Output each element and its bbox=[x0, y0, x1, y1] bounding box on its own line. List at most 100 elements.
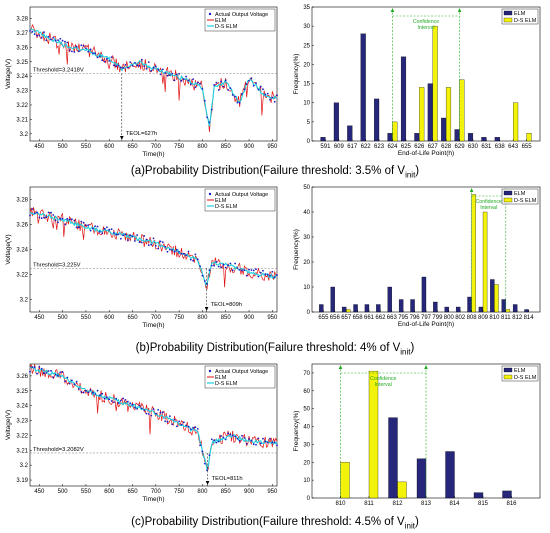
actual-voltage-point bbox=[273, 100, 276, 103]
actual-voltage-point bbox=[229, 433, 232, 436]
actual-voltage-point bbox=[120, 237, 122, 240]
y-axis-label: Frequency(%) bbox=[293, 54, 300, 95]
y-tick-label: 3.22 bbox=[16, 103, 28, 109]
x-tick-label: 700 bbox=[151, 315, 162, 321]
x-axis-label: Time(h) bbox=[142, 151, 164, 158]
x-tick-label: 800 bbox=[197, 315, 208, 321]
actual-voltage-point bbox=[33, 366, 36, 369]
actual-voltage-point bbox=[215, 441, 218, 444]
ci-label-line1: Confidence bbox=[370, 376, 396, 382]
actual-voltage-point bbox=[52, 36, 55, 39]
legend-actual-marker bbox=[208, 369, 212, 373]
x-tick-label: 656 bbox=[330, 315, 341, 321]
ci-label-line1: Confidence bbox=[413, 19, 439, 25]
bar-elm bbox=[455, 306, 461, 313]
legend-elm-label: ELM bbox=[514, 191, 526, 197]
actual-voltage-point bbox=[276, 274, 278, 276]
actual-voltage-point bbox=[75, 380, 78, 383]
bar-ds-elm bbox=[459, 79, 465, 142]
actual-voltage-point bbox=[136, 234, 139, 236]
caption-a-prefix: (a)Probability Distribution(Failure thre… bbox=[130, 165, 406, 177]
actual-voltage-point bbox=[115, 397, 118, 400]
actual-voltage-point bbox=[45, 372, 48, 374]
actual-voltage-point bbox=[150, 69, 153, 72]
actual-voltage-point bbox=[78, 50, 80, 53]
actual-voltage-point bbox=[182, 78, 185, 80]
x-tick-label: 450 bbox=[34, 489, 45, 495]
actual-voltage-point bbox=[127, 239, 129, 242]
y-tick-label: 3.26 bbox=[16, 374, 28, 380]
actual-voltage-point bbox=[147, 61, 150, 63]
x-tick-label: 663 bbox=[387, 315, 398, 321]
x-tick-label: 900 bbox=[244, 144, 255, 150]
actual-voltage-point bbox=[262, 437, 264, 440]
actual-voltage-point bbox=[168, 74, 171, 76]
actual-voltage-point bbox=[80, 391, 83, 393]
legend-ds-label: D-S ELM bbox=[514, 198, 537, 204]
actual-voltage-point bbox=[101, 392, 104, 395]
bar-ds-elm bbox=[419, 87, 425, 142]
ci-arrow-right bbox=[424, 365, 428, 369]
x-tick-label: 609 bbox=[334, 144, 345, 150]
legend-ds-swatch bbox=[503, 197, 513, 203]
y-tick-label: 3.2 bbox=[20, 463, 29, 469]
actual-voltage-point bbox=[31, 30, 34, 33]
x-tick-label: 626 bbox=[414, 144, 425, 150]
x-tick-label: 811 bbox=[364, 501, 374, 507]
actual-voltage-point bbox=[66, 217, 69, 220]
actual-voltage-point bbox=[134, 406, 136, 409]
y-tick-label: 3.26 bbox=[16, 223, 28, 229]
bar-elm bbox=[494, 137, 500, 142]
actual-voltage-point bbox=[173, 250, 176, 253]
legend-elm-label: ELM bbox=[215, 198, 227, 204]
x-axis-label: End-of-Life Point(h) bbox=[398, 321, 454, 328]
actual-voltage-point bbox=[187, 425, 190, 428]
actual-voltage-point bbox=[217, 265, 220, 268]
y-tick-label: 3.23 bbox=[16, 89, 28, 95]
actual-voltage-point bbox=[113, 401, 115, 404]
x-tick-label: 796 bbox=[410, 315, 421, 321]
actual-voltage-point bbox=[255, 443, 257, 446]
actual-voltage-point bbox=[194, 426, 197, 429]
actual-voltage-point bbox=[127, 66, 129, 69]
actual-voltage-point bbox=[259, 271, 262, 274]
actual-voltage-point bbox=[147, 413, 150, 415]
actual-voltage-point bbox=[264, 273, 267, 275]
actual-voltage-point bbox=[131, 235, 134, 238]
bar-elm bbox=[445, 451, 455, 499]
actual-voltage-point bbox=[140, 58, 143, 61]
actual-voltage-point bbox=[40, 367, 43, 370]
actual-voltage-point bbox=[47, 35, 50, 38]
actual-voltage-point bbox=[241, 434, 243, 437]
actual-voltage-point bbox=[108, 228, 111, 231]
actual-voltage-point bbox=[217, 440, 220, 443]
bar-ds-elm bbox=[526, 133, 532, 142]
x-tick-label: 600 bbox=[104, 315, 115, 321]
actual-voltage-point bbox=[64, 380, 66, 383]
y-tick-label: 3.24 bbox=[16, 74, 28, 80]
bar-elm bbox=[414, 133, 420, 142]
actual-voltage-point bbox=[231, 94, 234, 96]
x-tick-label: 500 bbox=[58, 315, 69, 321]
caption-c: (c)Probability Distribution(Failure thre… bbox=[0, 515, 550, 533]
x-tick-label: 600 bbox=[104, 489, 115, 495]
actual-voltage-point bbox=[199, 83, 202, 85]
actual-voltage-point bbox=[201, 450, 204, 453]
actual-voltage-point bbox=[129, 402, 132, 405]
series-ds-elm-line bbox=[29, 211, 278, 287]
bar-elm bbox=[441, 117, 447, 142]
actual-voltage-point bbox=[122, 397, 125, 400]
x-tick-label: 816 bbox=[506, 501, 517, 507]
actual-voltage-point bbox=[117, 402, 120, 404]
legend-elm-label: ELM bbox=[215, 375, 227, 381]
actual-voltage-point bbox=[189, 428, 192, 430]
legend-elm-label: ELM bbox=[514, 11, 526, 17]
actual-voltage-point bbox=[71, 218, 73, 221]
bar-elm bbox=[427, 83, 433, 142]
actual-voltage-point bbox=[259, 85, 262, 88]
actual-voltage-point bbox=[82, 391, 85, 394]
y-tick-label: 10 bbox=[303, 101, 310, 107]
actual-voltage-point bbox=[43, 216, 45, 219]
bar-elm bbox=[416, 458, 427, 499]
actual-voltage-point bbox=[59, 217, 62, 220]
